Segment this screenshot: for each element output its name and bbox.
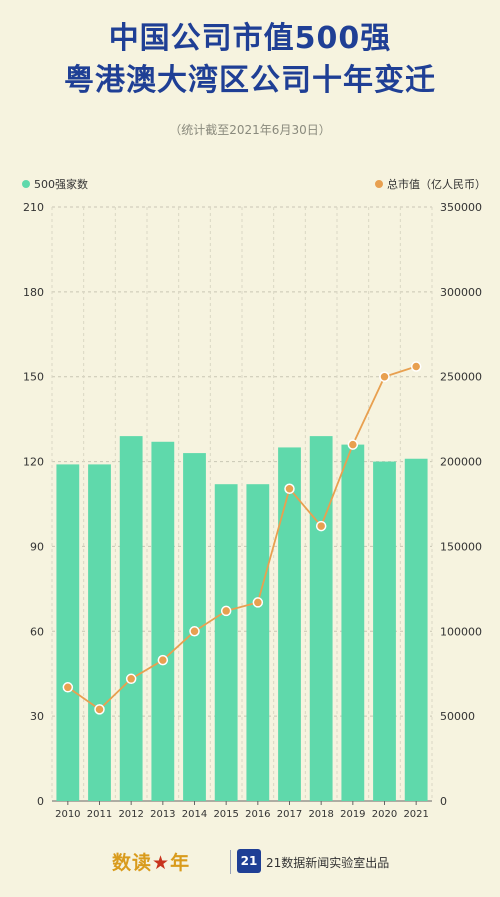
x-tick-label: 2021 — [403, 809, 428, 820]
bar — [341, 444, 365, 801]
market-cap-point — [189, 626, 200, 637]
market-cap-point — [379, 371, 390, 382]
legend-bar-swatch — [22, 180, 30, 188]
combo-chart: 0 30 60 90 120 150 180 210 0 50000 100000 150000 200… — [23, 201, 482, 820]
x-tick-label: 2020 — [372, 809, 397, 820]
page-title-line2: 粤港澳大湾区公司十年变迁 — [64, 63, 436, 98]
y-right-tick-label: 300000 — [440, 286, 482, 299]
brand-prefix: 数读 — [112, 852, 153, 874]
bar — [309, 436, 333, 801]
x-tick-label: 2012 — [118, 809, 143, 820]
bar — [373, 461, 396, 801]
bar — [119, 436, 143, 801]
x-tick-label: 2017 — [277, 809, 302, 820]
y-left-tick-label: 180 — [23, 286, 44, 299]
y-right-tick-label: 200000 — [440, 456, 482, 469]
legend-left: 500强家数 — [22, 176, 88, 192]
y-right-tick-label: 350000 — [440, 201, 482, 214]
market-cap-point — [220, 605, 232, 617]
title-block: 中国公司市值500强 粤港澳大湾区公司十年变迁 — [0, 18, 500, 102]
y-right-tick-label: 150000 — [440, 540, 482, 553]
x-tick-label: 2018 — [308, 809, 333, 820]
legend-line-swatch — [375, 180, 383, 188]
y-left-tick-label: 0 — [37, 795, 44, 808]
lab-credit: 21数据新闻实验室出品 — [266, 856, 390, 870]
bar — [404, 458, 428, 801]
bar — [246, 484, 270, 801]
x-tick-label: 2015 — [213, 809, 238, 820]
y-right-tick-label: 100000 — [440, 625, 482, 638]
subtitle: （统计截至2021年6月30日） — [169, 123, 331, 137]
bar — [214, 484, 238, 801]
brand-logo: 数读★年 — [112, 848, 190, 875]
brand-suffix: 年 — [170, 852, 191, 874]
market-cap-point — [347, 439, 359, 450]
market-cap-point — [252, 597, 264, 608]
market-cap-point — [62, 682, 74, 693]
x-tick-label: 2010 — [55, 809, 80, 820]
market-cap-point — [315, 520, 327, 532]
footer-divider — [230, 850, 231, 874]
market-cap-line — [67, 365, 417, 711]
legend-left-label: 500强家数 — [34, 178, 88, 191]
x-tick-label: 2013 — [150, 809, 175, 820]
lab-badge: 21 — [237, 849, 261, 873]
page-title-line1: 中国公司市值500强 — [108, 21, 392, 56]
legend-right-label: 总市值（亿人民币） — [387, 178, 486, 191]
market-cap-point — [410, 361, 422, 372]
x-tick-label: 2011 — [87, 809, 112, 820]
footer: 数读★年 21 21数据新闻实验室出品 — [0, 846, 500, 878]
x-tick-label: 2014 — [182, 809, 207, 820]
bar — [56, 464, 80, 801]
x-tick-label: 2016 — [245, 809, 270, 820]
market-cap-point — [284, 483, 295, 494]
legend-right: 总市值（亿人民币） — [375, 176, 486, 192]
y-left-tick-label: 30 — [30, 710, 44, 723]
y-left-tick-label: 210 — [23, 201, 44, 214]
brand-star-icon: ★ — [152, 852, 171, 874]
y-left-tick-label: 90 — [30, 540, 44, 553]
market-cap-point — [125, 673, 137, 685]
x-tick-label: 2019 — [340, 809, 365, 820]
y-right-tick-label: 250000 — [440, 371, 482, 384]
market-cap-point — [157, 654, 169, 666]
bar — [151, 441, 175, 801]
y-right-tick-label: 0 — [440, 795, 447, 808]
bar — [88, 464, 111, 801]
y-left-tick-label: 60 — [30, 625, 44, 638]
y-left-tick-label: 150 — [23, 371, 44, 384]
bar — [278, 447, 301, 801]
y-left-tick-label: 120 — [23, 456, 44, 469]
market-cap-point — [94, 704, 105, 715]
y-right-tick-label: 50000 — [440, 710, 475, 723]
